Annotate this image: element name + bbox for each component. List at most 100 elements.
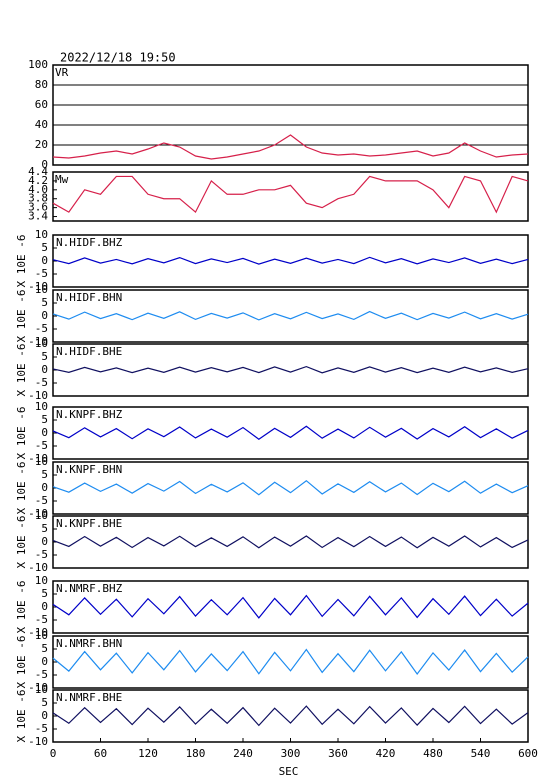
y-axis-label: X 10E -6 [15,290,28,343]
y-tick-label: -5 [35,494,48,507]
panel-label: N.HIDF.BHZ [56,236,123,249]
waveform [52,365,529,374]
panel-label: N.NMRF.BHZ [56,582,123,595]
y-tick-label: 4.2 [28,174,48,187]
y-tick-label: 0 [41,481,48,494]
y-tick-label: 5 [41,587,48,600]
panel-label: N.NMRF.BHN [56,637,122,650]
y-axis-label: X 10E -6 [15,407,28,460]
y-tick-label: 5 [41,468,48,481]
chart-title: 2022/12/18 19:50 [60,51,176,65]
x-tick-label: 180 [186,747,206,760]
x-tick-label: 420 [376,747,396,760]
panel-label: N.HIDF.BHN [56,291,122,304]
waveform [52,425,529,440]
y-tick-label: 5 [41,642,48,655]
x-tick-label: 60 [94,747,107,760]
y-tick-label: -5 [35,722,48,735]
y-tick-label: -10 [28,335,48,348]
y-tick-label: 100 [28,58,48,71]
panel-frame [52,64,529,166]
y-tick-label: 0 [41,363,48,376]
y-tick-label: 10 [35,629,48,642]
y-tick-label: 10 [35,283,48,296]
x-tick-label: 120 [138,747,158,760]
y-axis-label: X 10E -6 [15,636,28,689]
waveform [52,648,529,675]
panel-label: N.KNPF.BHN [56,463,122,476]
y-tick-label: 0 [41,254,48,267]
x-tick-label: 540 [471,747,491,760]
y-tick-label: -10 [28,561,48,574]
x-tick-label: 240 [233,747,253,760]
panel-label: N.KNPF.BHE [56,517,122,530]
y-tick-label: -10 [28,681,48,694]
y-tick-label: -10 [28,735,48,748]
y-tick-label: 5 [41,296,48,309]
y-tick-label: 3.4 [28,210,48,223]
data-line [52,134,529,160]
y-tick-label: -10 [28,626,48,639]
x-tick-label: 0 [50,747,57,760]
y-tick-label: 10 [35,455,48,468]
panel-label: N.NMRF.BHE [56,691,122,704]
y-axis-label: X 10E -6 [15,581,28,634]
x-tick-label: 300 [281,747,301,760]
data-line [52,175,529,214]
y-tick-label: 0 [41,309,48,322]
waveform [52,594,529,619]
x-axis-label: SEC [279,765,299,778]
panel-label: VR [55,66,69,79]
y-tick-label: 60 [35,98,48,111]
y-axis-label: X 10E -6 [15,690,28,743]
waveform [52,310,529,321]
y-tick-label: -10 [28,452,48,465]
panel-label: N.KNPF.BHZ [56,408,123,421]
waveform [52,256,529,265]
y-tick-label: 10 [35,400,48,413]
waveform [52,535,529,549]
y-axis-label: X 10E -6 [15,344,28,397]
y-tick-label: -5 [35,548,48,561]
y-tick-label: 3.6 [28,201,48,214]
y-tick-label: 0 [41,709,48,722]
y-tick-label: -10 [28,507,48,520]
y-tick-label: 0 [41,426,48,439]
panel-frame [52,234,529,288]
y-tick-label: 10 [35,683,48,696]
y-tick-label: 5 [41,350,48,363]
y-axis-label: X 10E -6 [15,462,28,515]
y-axis-label: X 10E -6 [15,516,28,569]
y-tick-label: 10 [35,574,48,587]
y-tick-label: 5 [41,241,48,254]
y-tick-label: -5 [35,439,48,452]
y-tick-label: 3.8 [28,192,48,205]
panel-label: N.HIDF.BHE [56,345,122,358]
y-tick-label: -5 [35,322,48,335]
y-tick-label: 40 [35,118,48,131]
waveform [52,705,529,727]
y-tick-label: 0 [41,535,48,548]
x-tick-label: 360 [328,747,348,760]
y-tick-label: 80 [35,78,48,91]
y-tick-label: 0 [41,600,48,613]
panel-frame [52,635,529,689]
y-tick-label: -5 [35,376,48,389]
y-tick-label: 5 [41,413,48,426]
y-tick-label: -10 [28,389,48,402]
y-tick-label: -5 [35,613,48,626]
y-tick-label: 0 [41,158,48,171]
y-tick-label: -5 [35,668,48,681]
y-tick-label: 0 [41,655,48,668]
panel-frame [52,580,529,634]
x-tick-label: 480 [423,747,443,760]
y-tick-label: 5 [41,696,48,709]
y-axis-label: X 10E -6 [15,235,28,288]
panel-frame [52,289,529,343]
panel-label: Mw [55,173,69,186]
y-tick-label: 10 [35,509,48,522]
y-tick-label: 4.0 [28,183,48,196]
y-tick-label: -5 [35,267,48,280]
y-tick-label: 10 [35,228,48,241]
